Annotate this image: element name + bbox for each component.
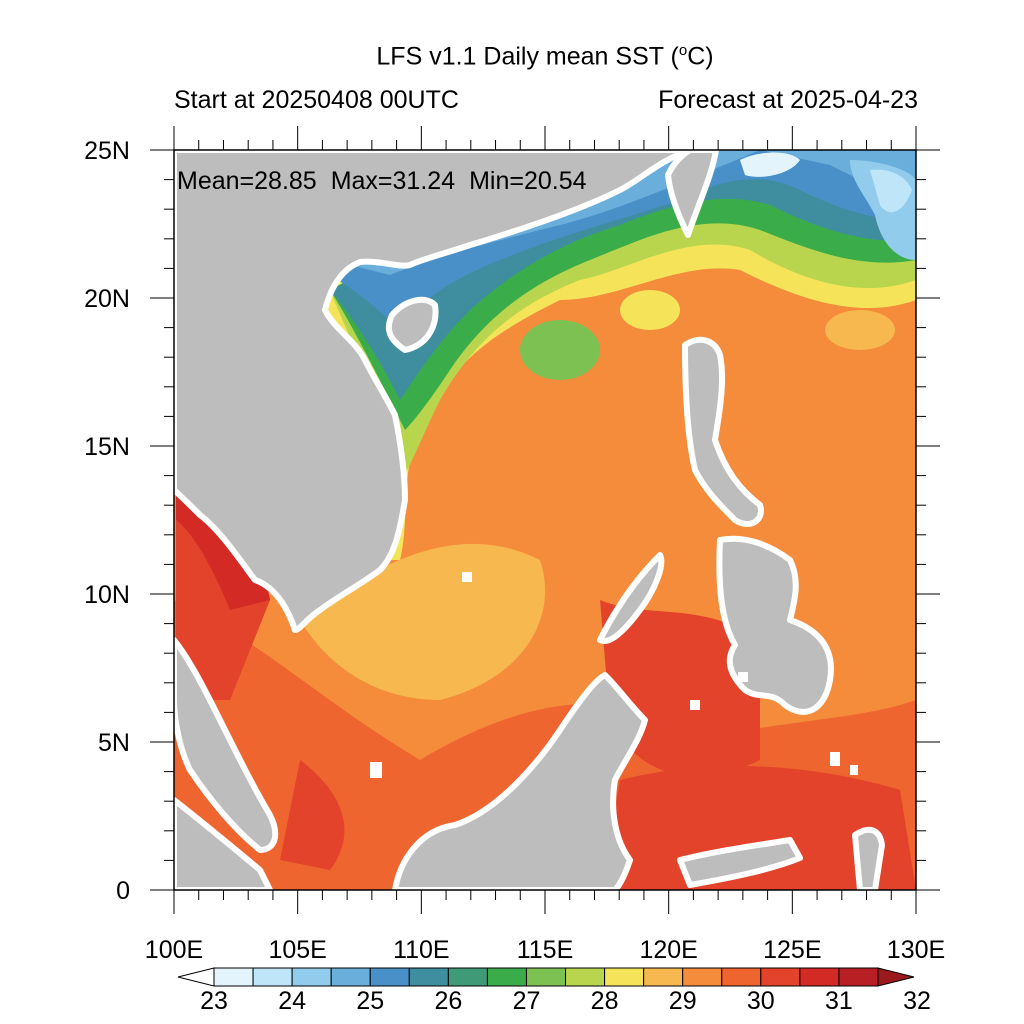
colorbar-swatch — [252, 967, 293, 987]
sst-field — [174, 150, 916, 890]
colorbar-label: 23 — [200, 987, 228, 1015]
x-tick-label: 120E — [639, 936, 697, 964]
colorbar-swatch — [486, 967, 527, 987]
forecast-date-label: Forecast at 2025-04-23 — [658, 86, 918, 114]
colorbar-swatch — [408, 967, 449, 987]
land-luzon — [682, 336, 764, 527]
colorbar-label: 32 — [903, 987, 931, 1015]
colorbar-swatch — [838, 967, 879, 987]
colorbar-swatch — [799, 967, 840, 987]
colorbar-label: 30 — [747, 987, 775, 1015]
x-tick-label: 110E — [393, 936, 450, 964]
colorbar-swatch — [643, 967, 684, 987]
sst-band-27 — [330, 150, 916, 430]
stats-mean: Mean=28.85 — [177, 167, 317, 195]
x-tick-label: 130E — [887, 936, 945, 964]
y-tick-label: 15N — [84, 433, 130, 461]
stats-max: Max=31.24 — [331, 167, 455, 195]
colorbar-swatch — [604, 967, 645, 987]
colorbar-label: 28 — [591, 987, 619, 1015]
stats-min: Min=20.54 — [469, 167, 587, 195]
colorbar-swatch — [447, 967, 488, 987]
land-sulawesi-north — [677, 837, 803, 888]
y-axis-labels: 25N 20N 15N 10N 5N 0 — [84, 137, 130, 905]
land-taiwan — [665, 150, 719, 238]
sst-band-30-5-sunda — [280, 760, 345, 870]
sst-band-31 — [176, 490, 270, 610]
colorbar-swatch — [291, 967, 332, 987]
map-title: LFS v1.1 Daily mean SST (oC) — [376, 42, 714, 71]
land-palawan — [597, 552, 665, 644]
land-sumatra — [174, 797, 273, 890]
x-axis-labels: 100E 105E 110E 115E 120E 125E 130E — [145, 936, 945, 964]
colorbar-label: 26 — [434, 987, 462, 1015]
x-tick-label: 125E — [763, 936, 821, 964]
axis-ticks — [150, 126, 940, 914]
colorbar-swatch — [565, 967, 606, 987]
colorbar-label: 25 — [356, 987, 384, 1015]
sst-eddy-b — [620, 290, 680, 330]
colorbar-swatch — [330, 967, 371, 987]
colorbar-label: 31 — [825, 987, 853, 1015]
sst-eddy-c — [825, 310, 895, 350]
x-tick-label: 115E — [517, 936, 574, 964]
land-malay-peninsula — [174, 637, 279, 853]
colorbar-min-triangle — [177, 967, 215, 987]
land-halmahera — [852, 826, 885, 890]
y-tick-label: 20N — [84, 285, 130, 313]
colorbar-swatch — [525, 967, 567, 987]
land-masses — [174, 150, 885, 890]
stats-label: Mean=28.85 Max=31.24 Min=20.54 — [177, 167, 587, 195]
y-tick-label: 10N — [84, 581, 130, 609]
y-tick-label: 5N — [98, 729, 130, 757]
land-hainan — [385, 296, 439, 353]
y-tick-label: 0 — [116, 877, 130, 905]
colorbar-swatch — [721, 967, 762, 987]
colorbar-label: 27 — [513, 987, 541, 1015]
sst-band-23 — [740, 152, 800, 177]
colorbar-swatch — [369, 967, 410, 987]
colorbar-max-triangle — [877, 967, 915, 987]
colorbar: 23 24 25 26 27 28 29 30 31 32 — [177, 967, 931, 1015]
x-tick-label: 105E — [268, 936, 326, 964]
colorbar-label: 29 — [669, 987, 697, 1015]
x-tick-label: 100E — [145, 936, 203, 964]
sst-eddy-a — [520, 320, 600, 380]
sst-band-23-5 — [870, 169, 912, 213]
land-borneo — [392, 672, 648, 890]
land-mainland-asia — [174, 150, 693, 633]
colorbar-swatch — [213, 967, 254, 987]
colorbar-swatch — [760, 967, 801, 987]
y-tick-label: 25N — [84, 137, 130, 165]
colorbar-label: 24 — [278, 987, 306, 1015]
land-visayas-mindanao — [716, 535, 834, 715]
start-time-label: Start at 20250408 00UTC — [174, 86, 459, 114]
small-islands — [370, 572, 858, 778]
colorbar-swatch — [682, 967, 723, 987]
